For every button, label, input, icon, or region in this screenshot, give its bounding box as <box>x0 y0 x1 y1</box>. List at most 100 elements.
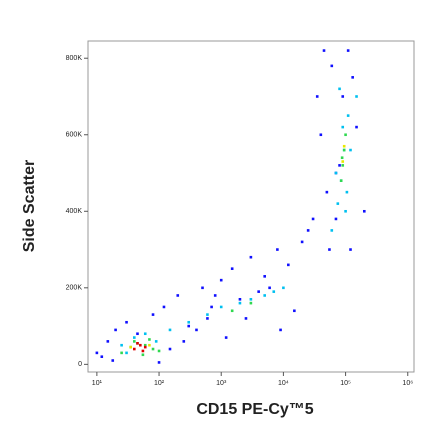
point <box>210 305 213 309</box>
point <box>238 297 242 301</box>
y-tick-label: 200K <box>66 285 83 292</box>
point <box>244 317 248 320</box>
point <box>168 347 172 351</box>
x-tick-label: 10⁵ <box>340 380 351 387</box>
plot-frame <box>87 40 415 373</box>
point <box>168 328 172 332</box>
point <box>362 209 366 213</box>
point <box>136 332 139 336</box>
point <box>339 179 343 182</box>
point <box>100 355 104 358</box>
point <box>143 343 147 347</box>
point <box>351 76 354 79</box>
point <box>355 125 358 129</box>
point <box>328 248 331 251</box>
point <box>349 148 352 152</box>
point <box>125 320 128 324</box>
point <box>111 359 115 362</box>
y-tick-label: 800K <box>66 55 83 62</box>
point <box>201 286 204 290</box>
x-tick-label: 10⁴ <box>278 380 289 387</box>
point <box>249 297 253 301</box>
point <box>143 332 147 336</box>
point <box>151 313 155 316</box>
x-tick-label: 10¹ <box>92 380 103 387</box>
point <box>346 49 350 52</box>
point <box>338 164 341 167</box>
point <box>157 349 161 353</box>
point <box>341 160 345 163</box>
point <box>311 217 315 221</box>
point <box>133 347 136 351</box>
point <box>306 229 310 232</box>
point <box>148 338 151 341</box>
y-tick-label: 400K <box>66 208 83 215</box>
point <box>300 240 304 244</box>
point <box>336 202 340 205</box>
point <box>114 328 117 332</box>
point <box>133 336 136 339</box>
point <box>249 255 253 259</box>
point <box>219 305 223 309</box>
point <box>325 190 329 194</box>
point <box>120 343 123 347</box>
x-tick-label: 10³ <box>216 380 227 387</box>
point <box>315 95 319 98</box>
point <box>344 133 347 137</box>
point <box>293 309 296 313</box>
point <box>263 275 266 278</box>
point <box>346 114 350 117</box>
y-tick-label: 600K <box>66 132 83 139</box>
x-axis-title: CD15 PE-Cy™5 <box>196 401 313 418</box>
point <box>257 290 260 293</box>
point <box>129 345 132 349</box>
point <box>282 286 285 290</box>
point <box>206 313 209 316</box>
point <box>276 248 279 251</box>
point <box>355 95 358 98</box>
point <box>141 349 145 353</box>
point <box>334 217 338 221</box>
point <box>238 301 242 305</box>
point <box>219 278 223 282</box>
point <box>319 133 323 137</box>
point <box>182 340 186 343</box>
point <box>154 340 158 343</box>
point <box>330 229 334 232</box>
point <box>342 148 346 152</box>
point <box>95 351 99 355</box>
x-tick-label: 10² <box>154 380 165 387</box>
x-tick-label: 10⁶ <box>402 380 413 387</box>
point <box>187 320 191 324</box>
point <box>279 328 282 332</box>
point <box>125 351 128 355</box>
point <box>341 125 345 129</box>
point <box>106 340 110 343</box>
point <box>206 317 209 320</box>
point <box>176 294 180 297</box>
point <box>263 294 266 297</box>
point <box>340 156 344 160</box>
point <box>224 336 228 339</box>
point <box>213 294 217 297</box>
point <box>287 263 290 267</box>
point <box>136 342 139 345</box>
point <box>341 95 345 98</box>
point <box>342 144 346 148</box>
point <box>230 267 234 270</box>
point <box>322 49 326 52</box>
point <box>349 248 352 251</box>
point <box>344 209 347 213</box>
point <box>330 64 334 68</box>
point <box>143 345 147 349</box>
point <box>268 286 271 290</box>
point <box>272 290 276 293</box>
y-axis-title: Side Scatter <box>21 160 38 252</box>
point <box>162 305 166 309</box>
point <box>133 340 136 343</box>
point <box>120 351 123 355</box>
y-tick-label: 0 <box>78 361 82 368</box>
point <box>187 324 191 328</box>
point <box>148 343 151 347</box>
